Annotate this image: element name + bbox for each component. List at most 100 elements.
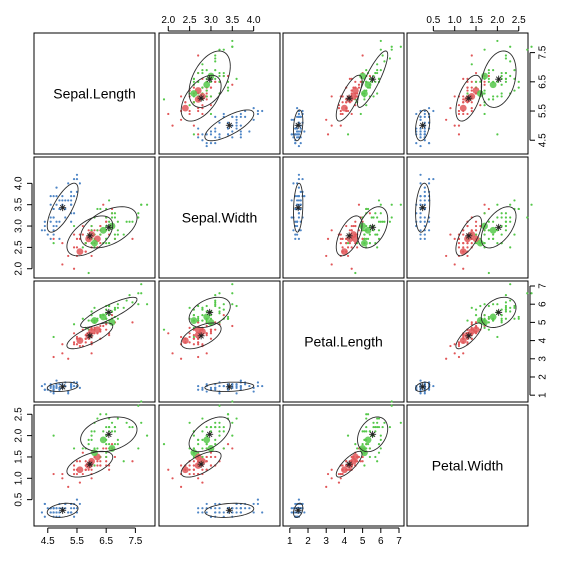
data-point	[113, 233, 117, 236]
data-point	[67, 199, 70, 202]
data-point	[504, 306, 508, 309]
data-point	[390, 404, 393, 407]
data-point	[197, 343, 200, 346]
data-point	[201, 447, 204, 450]
centroid-marker	[345, 232, 353, 240]
group-ellipse	[204, 502, 255, 518]
data-point	[52, 229, 55, 232]
data-point	[188, 341, 191, 344]
data-point	[496, 203, 499, 206]
data-point	[346, 246, 350, 249]
data-point	[209, 95, 213, 98]
group-ellipse	[46, 182, 79, 233]
data-point	[376, 71, 379, 75]
tick-label: 3.5	[225, 15, 239, 26]
data-point	[128, 425, 131, 429]
data-point	[214, 54, 217, 57]
data-point	[192, 86, 195, 89]
data-point	[231, 45, 234, 48]
data-point	[72, 343, 76, 346]
data-point	[423, 127, 426, 130]
data-point	[214, 136, 217, 139]
tick-label: 5	[360, 536, 366, 547]
tick-label: 1	[287, 536, 293, 547]
data-point	[96, 464, 99, 467]
data-point	[419, 216, 422, 219]
highlight-point	[194, 326, 202, 334]
data-point	[256, 112, 260, 116]
data-point	[235, 386, 238, 390]
data-point	[52, 335, 55, 339]
data-point	[40, 229, 44, 232]
highlight-point	[489, 226, 497, 234]
data-point	[379, 438, 382, 441]
data-point	[483, 212, 486, 215]
highlight-point	[489, 313, 497, 321]
panel-frame	[33, 32, 156, 155]
data-point	[218, 48, 221, 51]
data-point	[226, 133, 230, 136]
data-point	[297, 133, 301, 136]
data-point	[496, 303, 499, 306]
data-point	[72, 332, 76, 335]
data-point	[470, 229, 473, 232]
data-point	[108, 425, 111, 429]
data-point	[487, 77, 490, 80]
data-point	[325, 118, 328, 121]
data-point	[201, 319, 204, 322]
data-point	[52, 216, 55, 219]
tick-label: 6	[378, 536, 384, 547]
highlight-point	[361, 449, 368, 457]
data-point	[376, 92, 379, 95]
data-point	[46, 233, 49, 236]
data-point	[365, 237, 368, 240]
data-point	[504, 216, 508, 219]
data-point	[239, 112, 242, 116]
data-point	[167, 468, 170, 471]
data-point	[197, 511, 200, 514]
data-point	[366, 443, 370, 446]
data-point	[365, 207, 368, 211]
data-point	[352, 224, 355, 228]
data-point	[462, 112, 465, 116]
tick-label: 2	[538, 374, 549, 380]
data-point	[201, 306, 204, 309]
data-point	[354, 220, 357, 223]
data-point	[361, 430, 364, 433]
highlight-point	[203, 436, 211, 444]
tick-label: 7.5	[128, 536, 142, 547]
data-point	[235, 417, 238, 420]
data-point	[231, 130, 234, 133]
data-point	[231, 507, 234, 510]
data-point	[205, 334, 208, 337]
data-point	[470, 54, 473, 57]
data-point	[235, 127, 238, 130]
tick-label: 1.0	[448, 15, 462, 26]
panel-r2-c3	[415, 283, 533, 395]
group-ellipse	[293, 109, 304, 142]
data-point	[248, 384, 251, 388]
data-point	[388, 220, 392, 223]
data-point	[214, 80, 217, 83]
data-point	[374, 233, 377, 236]
group-ellipse	[335, 74, 363, 122]
data-point	[105, 242, 108, 245]
data-point	[470, 101, 473, 104]
data-point	[374, 212, 377, 215]
data-point	[466, 242, 469, 245]
data-point	[218, 306, 221, 309]
data-point	[423, 130, 426, 133]
data-point	[496, 39, 499, 43]
highlight-point	[190, 317, 198, 324]
data-point	[235, 118, 238, 121]
data-point	[75, 246, 79, 249]
highlight-point	[190, 90, 198, 97]
data-point	[222, 112, 225, 116]
highlight-point	[203, 313, 211, 321]
data-point	[252, 502, 255, 506]
data-point	[197, 109, 200, 113]
data-point	[197, 477, 200, 480]
group-ellipse	[180, 450, 222, 478]
data-point	[214, 304, 217, 308]
data-point	[205, 447, 208, 450]
